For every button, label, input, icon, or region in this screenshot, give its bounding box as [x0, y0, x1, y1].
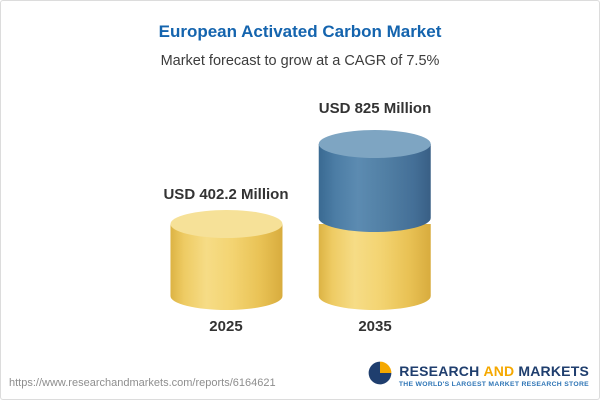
logo-wordmark: RESEARCH AND MARKETS [399, 363, 589, 379]
bar-2035-top-segment [319, 144, 431, 232]
bar-2025-body [169, 224, 282, 310]
bar-2035-cylinder [319, 130, 431, 310]
bar-2035-top-ellipse [319, 130, 431, 158]
logo-tagline: THE WORLD'S LARGEST MARKET RESEARCH STOR… [398, 381, 589, 388]
page-title: European Activated Carbon Market [158, 22, 442, 41]
source-url: https://www.researchandmarkets.com/repor… [9, 377, 276, 389]
bar-2025-top-ellipse [169, 210, 282, 238]
bar-2035-value-label: USD 825 Million [318, 100, 432, 117]
logo-word-research: RESEARCH [399, 363, 480, 379]
bar-2035-category-label: 2035 [358, 318, 392, 335]
logo-text-block: RESEARCH AND MARKETS THE WORLD'S LARGEST M… [399, 363, 589, 388]
bar-2025-category-label: 2025 [209, 318, 243, 335]
logo-word-markets: MARKETS [518, 363, 589, 379]
researchandmarkets-logo: RESEARCH AND MARKETS THE WORLD'S LARGEST M… [367, 360, 589, 391]
bar-2025-cylinder [169, 210, 282, 310]
bar-2025-value-label: USD 402.2 Million [163, 186, 289, 203]
bar-2025-group: USD 402.2 Million 2025 [163, 186, 288, 335]
logo-icon [367, 360, 393, 391]
logo-word-and: AND [483, 363, 515, 379]
bar-2035-bottom-segment [319, 224, 431, 310]
bar-2035-group: USD 825 Million 2035 [319, 100, 432, 335]
page-subtitle: Market forecast to grow at a CAGR of 7.5… [160, 53, 440, 69]
